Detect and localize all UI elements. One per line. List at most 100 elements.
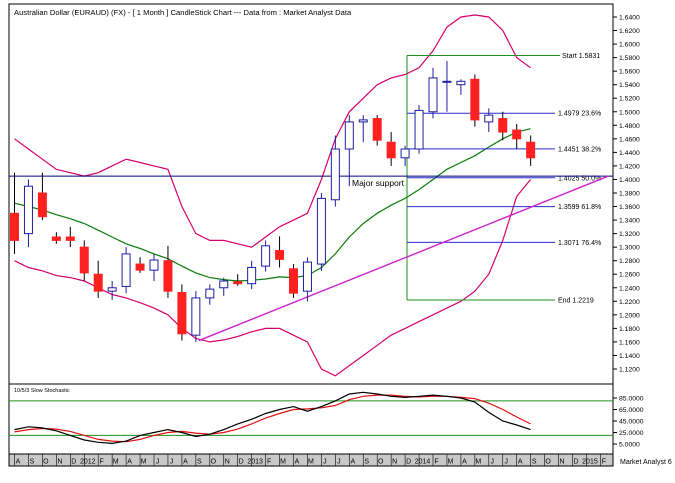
time-tick-label: M xyxy=(475,459,481,466)
time-tick-label: O xyxy=(545,459,551,466)
candle xyxy=(456,79,466,95)
time-tick-label: S xyxy=(197,459,202,466)
candle xyxy=(484,108,494,133)
price-tick-label: 1.5000 xyxy=(619,109,640,116)
support-label: Major support xyxy=(352,178,405,188)
candle-body-up xyxy=(149,259,159,271)
price-tick-label: 1.3000 xyxy=(619,245,640,252)
price-tick-label: 1.2400 xyxy=(619,285,640,292)
stochastic-tick-label: 85.0000 xyxy=(619,396,644,403)
time-tick-label: A xyxy=(127,459,132,466)
price-tick-label: 1.4800 xyxy=(619,123,640,130)
time-tick-label: A xyxy=(462,459,467,466)
time-tick-label: J xyxy=(491,459,495,466)
stochastic-lines xyxy=(9,391,613,445)
candle xyxy=(10,172,19,254)
time-tick-label: J xyxy=(323,459,327,466)
candle xyxy=(205,284,215,305)
candle-body-down xyxy=(233,281,243,285)
candle xyxy=(275,236,285,268)
candle-body-up xyxy=(121,253,131,287)
candle xyxy=(330,135,340,207)
stochastic-tick-label: 25.0000 xyxy=(619,430,644,437)
price-tick-label: 1.3200 xyxy=(619,231,640,238)
time-tick-label: M xyxy=(448,459,454,466)
candle-body-up xyxy=(484,114,494,123)
candle-body-up xyxy=(330,148,340,201)
chart-title: Australian Dollar (EURAUD) (FX) - [ 1 Mo… xyxy=(14,8,352,17)
time-tick-label: D xyxy=(71,459,76,466)
time-tick-label: N xyxy=(392,459,397,466)
price-tick-label: 1.2600 xyxy=(619,272,640,279)
candle xyxy=(233,274,243,286)
candle xyxy=(37,172,47,221)
fibonacci-levels: Start 1.5831 1.4979 23.6% 1.4451 38.2% 1.40… xyxy=(9,53,613,342)
start-level-label: Start 1.5831 xyxy=(562,53,600,60)
stochastic-k-line xyxy=(14,391,531,445)
time-tick-label: D xyxy=(406,459,411,466)
time-tick-label: M xyxy=(113,459,119,466)
candle-body-down xyxy=(470,78,480,121)
price-tick-label: 1.2000 xyxy=(619,312,640,319)
candle-body-up xyxy=(414,109,424,150)
candle-body-up xyxy=(400,148,410,159)
time-tick-label: M xyxy=(308,459,314,466)
price-tick-label: 1.4200 xyxy=(619,163,640,170)
time-axis-labels: A S O N D 2012 F M A M J J A S O N D 2013 F M A M J J A S O N D 2014 F… xyxy=(14,454,606,466)
candle-body-up xyxy=(247,266,257,285)
time-tick-label: J xyxy=(337,459,341,466)
candle xyxy=(135,257,145,273)
candle-body-up xyxy=(107,287,117,292)
candle-body-up xyxy=(344,121,354,150)
time-tick-label: 2015 xyxy=(582,459,598,466)
price-tick-label: 1.6000 xyxy=(619,42,640,49)
candlesticks xyxy=(10,61,536,342)
candle xyxy=(107,281,117,300)
candle xyxy=(247,260,257,290)
candle-body-down xyxy=(289,268,298,294)
candle-body-down xyxy=(512,129,522,140)
time-tick-label: J xyxy=(505,459,509,466)
price-tick-label: 1.3800 xyxy=(619,191,640,198)
candle xyxy=(23,179,33,248)
time-tick-label: D xyxy=(573,459,578,466)
fib-level-label: 1.3599 61.8% xyxy=(558,204,601,211)
price-tick-label: 1.6400 xyxy=(619,15,640,22)
price-tick-label: 1.5800 xyxy=(619,55,640,62)
candle-body-down xyxy=(177,292,187,335)
candle-body-down xyxy=(386,141,396,159)
price-tick-label: 1.5200 xyxy=(619,96,640,103)
candle xyxy=(498,111,508,141)
price-tick-label: 1.5600 xyxy=(619,69,640,76)
candle-body-up xyxy=(302,261,312,292)
time-tick-label: 2014 xyxy=(415,459,431,466)
stochastic-tick-label: 45.0000 xyxy=(619,419,644,426)
candle xyxy=(442,61,452,112)
candle-body-up xyxy=(358,119,368,123)
candle xyxy=(316,193,326,271)
price-tick-label: 1.1800 xyxy=(619,326,640,333)
time-tick-label: 2013 xyxy=(247,459,263,466)
candle xyxy=(289,264,298,298)
candle xyxy=(428,67,438,119)
price-tick-label: 1.5400 xyxy=(619,82,640,89)
candle-body-down xyxy=(498,118,508,133)
time-tick-label: M xyxy=(141,459,147,466)
candle xyxy=(177,284,187,341)
candle-body-down xyxy=(93,273,103,292)
candle xyxy=(344,115,354,187)
candle xyxy=(93,260,103,298)
time-tick-label: F xyxy=(267,459,271,466)
candle-body-down xyxy=(526,141,536,159)
time-tick-label: F xyxy=(100,459,104,466)
candle-body-up xyxy=(316,197,326,265)
candle xyxy=(526,135,536,166)
candle xyxy=(79,240,89,281)
time-tick-label: O xyxy=(378,459,384,466)
price-tick-label: 1.2800 xyxy=(619,258,640,265)
candle xyxy=(65,226,75,248)
time-tick-label: A xyxy=(350,459,355,466)
candle xyxy=(386,132,396,166)
stochastic-title: 10/5/3 Slow Stochastic xyxy=(14,388,70,394)
